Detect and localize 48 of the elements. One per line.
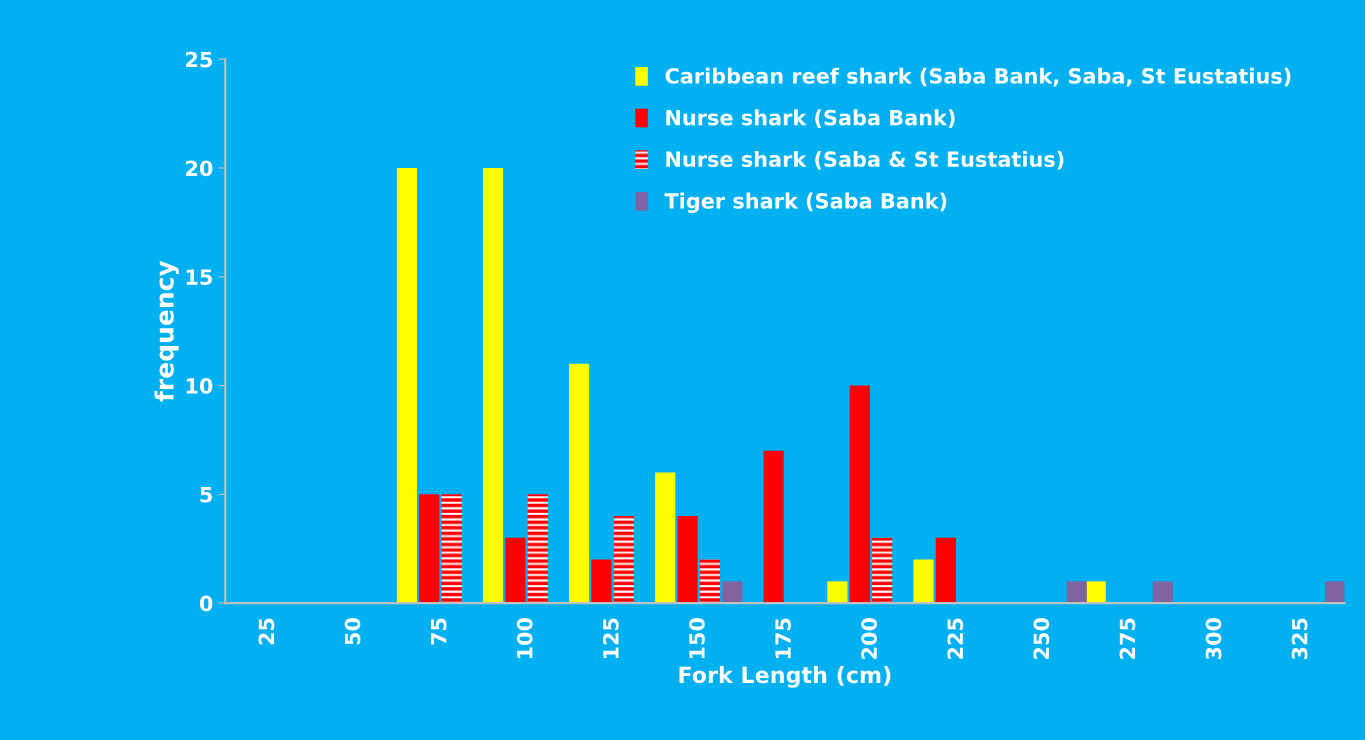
x-tick-label: 50 <box>344 617 361 645</box>
y-tick-label: 25 <box>186 51 212 68</box>
bar <box>1066 581 1087 604</box>
bar <box>482 167 504 604</box>
x-tick-label: 175 <box>775 618 791 659</box>
y-tick-label: 10 <box>186 377 213 394</box>
bar <box>722 581 743 604</box>
bar <box>827 581 848 604</box>
x-tick-label: 100 <box>516 617 533 659</box>
legend-label: Tiger shark (Saba Bank) <box>664 192 947 213</box>
bar <box>1085 581 1106 604</box>
bar <box>763 450 784 604</box>
x-tick-label: 225 <box>947 618 964 659</box>
x-tick-label: 250 <box>1033 617 1050 659</box>
bar <box>1324 581 1345 604</box>
legend-label: Nurse shark (Saba & St Eustatius) <box>666 150 1064 170</box>
x-tick-label: 75 <box>431 618 447 645</box>
bar <box>505 537 526 604</box>
bar <box>699 559 721 604</box>
y-axis-title: frequency <box>154 260 179 402</box>
x-tick-label: 150 <box>689 617 705 659</box>
bar <box>569 363 590 604</box>
bar <box>677 516 698 604</box>
bar <box>935 537 956 604</box>
bar <box>913 559 934 604</box>
x-tick-label: 25 <box>258 618 275 645</box>
x-tick-label: 275 <box>1119 618 1136 659</box>
bar <box>849 385 870 604</box>
bar <box>1152 581 1173 604</box>
x-tick-label: 325 <box>1291 618 1308 660</box>
x-axis-title: Fork Length (cm) <box>679 666 891 688</box>
y-tick-label: 0 <box>199 595 213 612</box>
bar <box>591 559 612 604</box>
bar <box>655 472 676 604</box>
x-tick-label: 300 <box>1205 617 1222 660</box>
bar <box>613 516 634 604</box>
bar <box>872 537 893 604</box>
y-tick-label: 20 <box>186 160 213 177</box>
bar <box>527 494 548 604</box>
bar <box>419 494 440 604</box>
bar <box>396 167 417 604</box>
x-tick-label: 125 <box>602 618 619 659</box>
legend-label: Nurse shark (Saba Bank) <box>666 109 955 128</box>
x-tick-label: 200 <box>861 617 878 659</box>
legend-label: Caribbean reef shark (Saba Bank, Saba, St Eustatius) <box>665 67 1291 87</box>
y-tick-label: 15 <box>186 269 212 285</box>
y-tick-label: 5 <box>200 487 212 503</box>
bar <box>441 494 462 604</box>
